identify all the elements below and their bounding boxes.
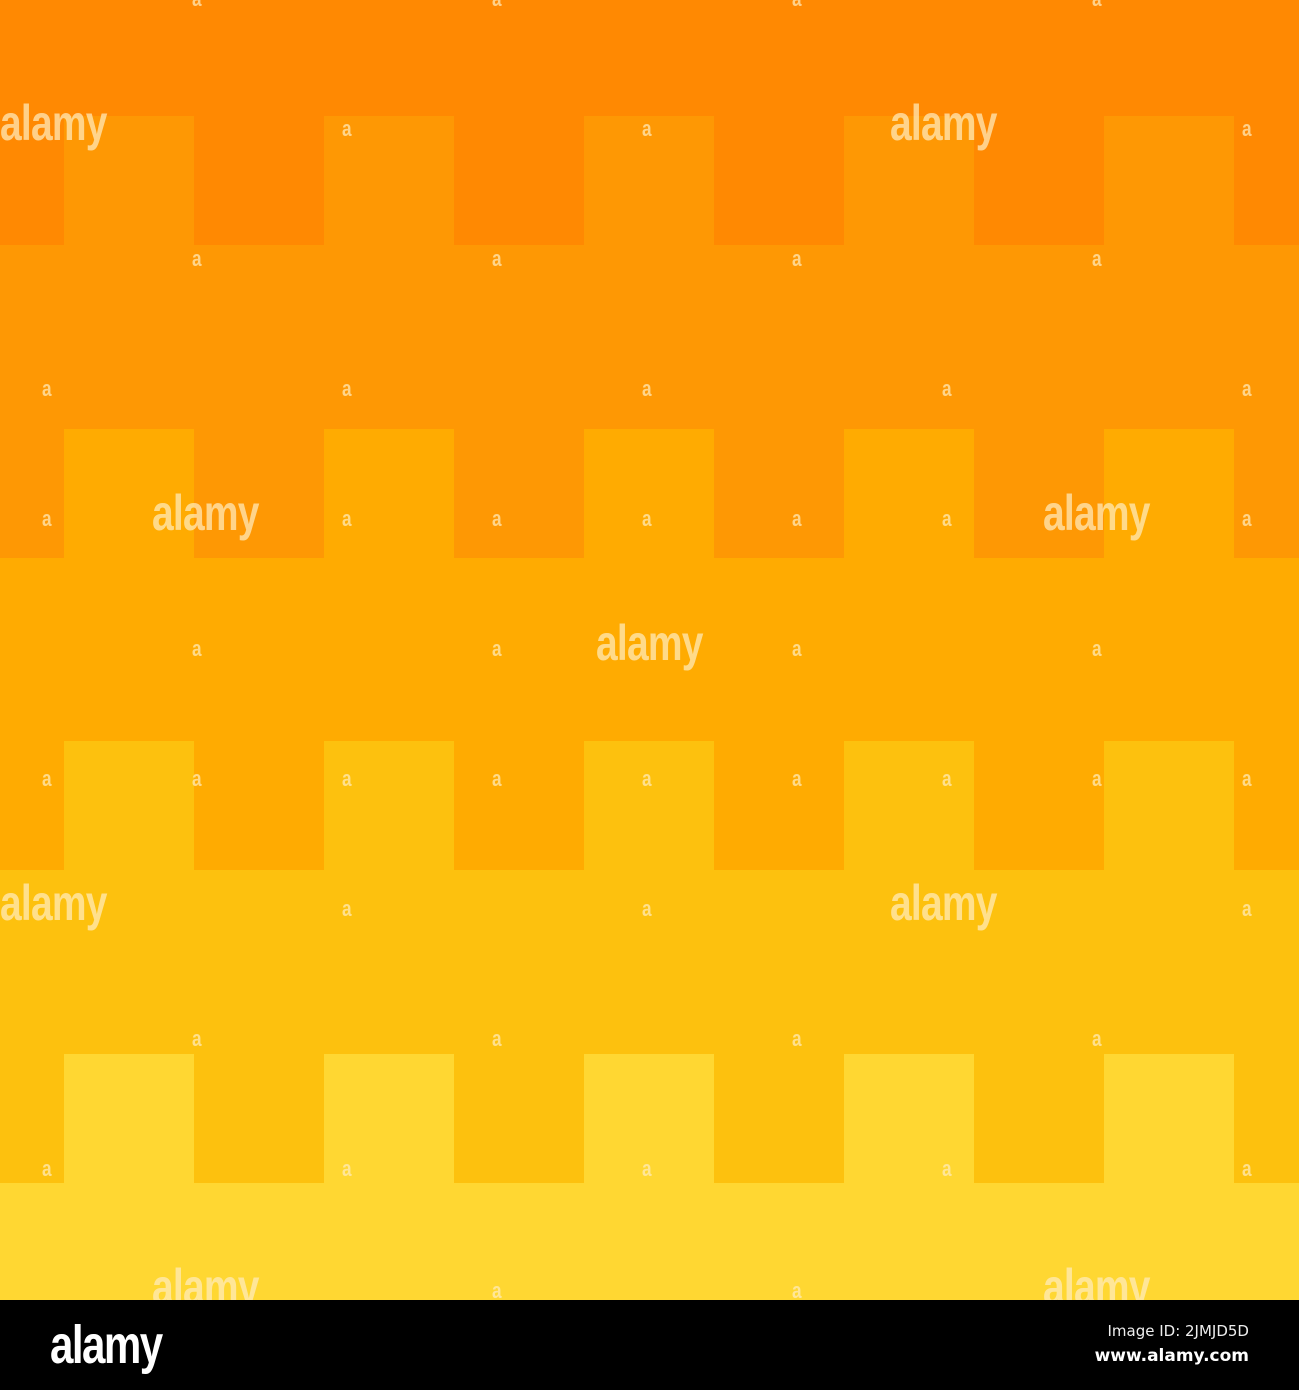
step-block	[324, 116, 454, 245]
watermark: alamy	[890, 95, 997, 151]
watermark: a	[1092, 1026, 1102, 1051]
watermark: a	[192, 0, 202, 10]
watermark: a	[42, 766, 52, 791]
color-band	[0, 245, 1299, 429]
watermark: a	[42, 506, 52, 531]
watermark: a	[1242, 116, 1252, 141]
watermark: a	[492, 246, 502, 271]
step-block	[1104, 429, 1234, 558]
color-band	[0, 870, 1299, 1054]
watermark: alamy	[1043, 485, 1150, 541]
watermark: a	[492, 636, 502, 661]
step-block	[1104, 116, 1234, 245]
watermark: a	[192, 636, 202, 661]
watermark: a	[1242, 506, 1252, 531]
step-block	[324, 741, 454, 870]
watermark: a	[792, 246, 802, 271]
step-block	[64, 1054, 194, 1183]
watermark: a	[642, 896, 652, 921]
watermark: a	[342, 896, 352, 921]
step-block	[844, 116, 974, 245]
watermark: alamy	[152, 1259, 259, 1300]
step-block	[844, 741, 974, 870]
color-band	[0, 1183, 1299, 1300]
watermark: a	[492, 506, 502, 531]
watermark: a	[942, 1156, 952, 1181]
watermark: a	[492, 1278, 502, 1301]
watermark: alamy	[0, 875, 107, 931]
watermark: a	[492, 1026, 502, 1051]
watermark: a	[642, 766, 652, 791]
step-block	[64, 116, 194, 245]
watermark: alamy	[596, 615, 703, 671]
step-block	[844, 1054, 974, 1183]
watermark: a	[1242, 1156, 1252, 1181]
watermark: alamy	[1043, 1259, 1150, 1300]
watermark: a	[942, 506, 952, 531]
step-block	[64, 741, 194, 870]
watermark: a	[1092, 636, 1102, 661]
watermark: a	[642, 376, 652, 401]
watermark: a	[792, 1026, 802, 1051]
watermark: a	[792, 506, 802, 531]
watermark: a	[642, 116, 652, 141]
watermark: a	[342, 116, 352, 141]
watermark: a	[42, 1156, 52, 1181]
watermark: a	[1242, 376, 1252, 401]
step-block	[584, 429, 714, 558]
color-band	[0, 0, 1299, 116]
image-id: Image ID: 2JMJD5D	[1107, 1322, 1249, 1340]
step-block	[324, 429, 454, 558]
watermark: a	[1242, 896, 1252, 921]
watermark: alamy	[890, 875, 997, 931]
step-block	[1104, 741, 1234, 870]
watermark: a	[642, 506, 652, 531]
step-block	[64, 429, 194, 558]
watermark: a	[792, 1278, 802, 1301]
step-block	[324, 1054, 454, 1183]
watermark: a	[192, 766, 202, 791]
watermark: a	[1092, 0, 1102, 10]
watermark: alamy	[0, 95, 107, 151]
watermark: a	[1242, 766, 1252, 791]
alamy-logo: alamy	[50, 1315, 163, 1375]
watermark: a	[942, 766, 952, 791]
watermark: alamy	[152, 485, 259, 541]
watermark: a	[342, 766, 352, 791]
watermark: a	[342, 1156, 352, 1181]
watermark: a	[792, 0, 802, 10]
watermark: a	[1092, 246, 1102, 271]
step-block	[844, 429, 974, 558]
step-block	[1104, 1054, 1234, 1183]
watermark: a	[1092, 766, 1102, 791]
watermark: a	[792, 636, 802, 661]
footer-bar: alamy Image ID: 2JMJD5D www.alamy.com	[0, 1300, 1299, 1390]
watermark: a	[192, 1026, 202, 1051]
watermark: a	[192, 246, 202, 271]
watermark: a	[42, 376, 52, 401]
watermark: a	[792, 766, 802, 791]
website-url: www.alamy.com	[1094, 1346, 1249, 1366]
watermark: a	[342, 506, 352, 531]
watermark: a	[492, 0, 502, 10]
stepped-gradient-pattern: alamy alamy alamy alamy alamy alamy alamy alamy…	[0, 0, 1299, 1300]
watermark: a	[942, 376, 952, 401]
watermark: a	[492, 766, 502, 791]
watermark: a	[642, 1156, 652, 1181]
step-block	[584, 116, 714, 245]
step-block	[584, 1054, 714, 1183]
watermark: a	[342, 376, 352, 401]
step-block	[584, 741, 714, 870]
color-band	[0, 558, 1299, 741]
